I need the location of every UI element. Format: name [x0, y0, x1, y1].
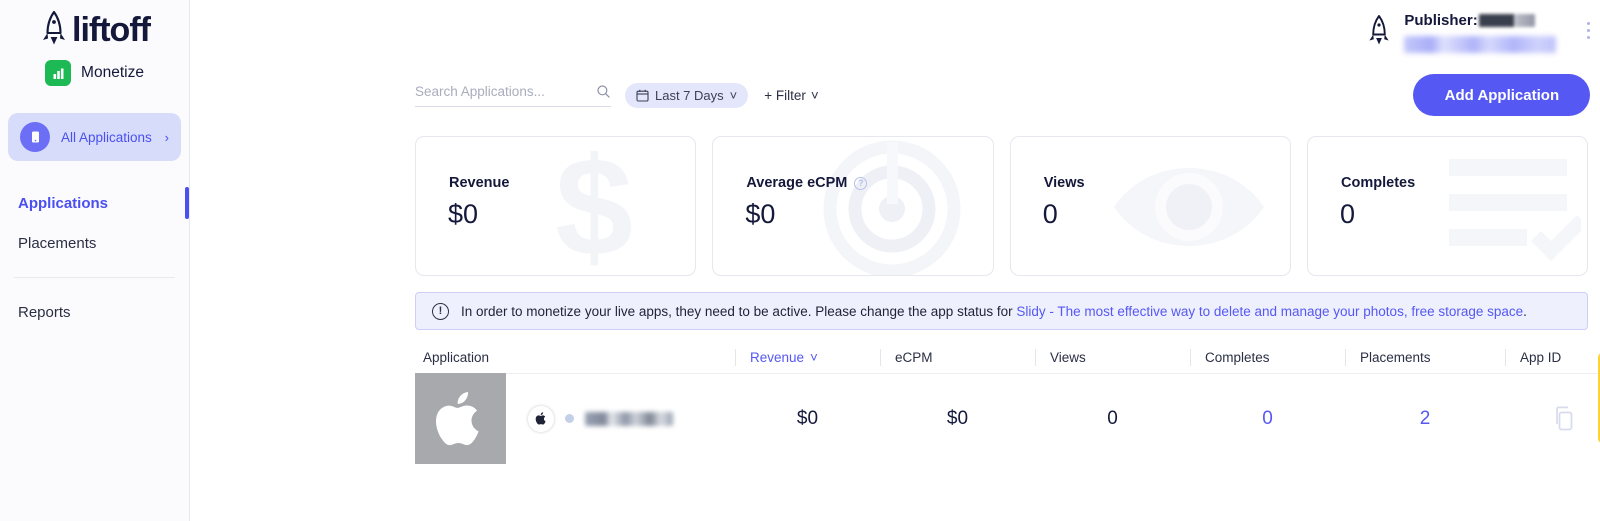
table-cell-views: 0: [1107, 407, 1118, 429]
bar-chart-icon: [45, 60, 72, 86]
banner-app-link[interactable]: Slidy - The most effective way to delete…: [1016, 303, 1524, 319]
date-range-picker[interactable]: Last 7 Days ˅: [625, 82, 749, 108]
copy-icon[interactable]: [1554, 406, 1576, 432]
stat-card-revenue-value: $0: [448, 199, 479, 229]
alert-circle-icon: !: [432, 302, 449, 320]
all-applications-label: All Applications: [61, 129, 152, 145]
sidebar-item-all-applications[interactable]: All Applications ›: [8, 113, 181, 161]
publisher-info[interactable]: Publisher:: [1366, 8, 1557, 53]
sidebar-divider: [14, 277, 175, 278]
publisher-label: Publisher:: [1404, 12, 1478, 29]
table-cell-placements[interactable]: 2: [1419, 407, 1431, 429]
column-header-ecpm[interactable]: eCPM: [880, 349, 1035, 366]
stat-card-views: Views 0: [1009, 136, 1292, 276]
date-range-label: Last 7 Days: [655, 87, 724, 103]
stat-card-revenue: Revenue $0 $: [415, 136, 697, 276]
active-indicator: [185, 187, 189, 219]
filter-label: + Filter: [764, 87, 806, 103]
chevron-down-icon: ˅: [729, 87, 738, 103]
table-cell-app-id: [1505, 406, 1600, 432]
svg-text:$: $: [555, 137, 633, 276]
chevron-right-icon: ›: [164, 129, 169, 145]
stat-cards: Revenue $0 $ Average eCPM ? $0: [190, 118, 1600, 276]
app-icon: [415, 373, 506, 464]
search-input[interactable]: [415, 83, 596, 99]
publisher-name-row: Publisher:: [1404, 12, 1556, 29]
applications-table: Application Revenue ˅ eCPM Views Complet…: [415, 342, 1600, 464]
status-dot-icon: [565, 414, 574, 423]
stat-card-title: Revenue: [449, 175, 509, 191]
sidebar-item-placements[interactable]: Placements: [0, 223, 189, 263]
column-header-application[interactable]: Application: [423, 350, 490, 365]
add-application-button[interactable]: Add Application: [1413, 74, 1591, 116]
checklist-watermark: [1449, 159, 1582, 261]
stat-card-title: Completes: [1341, 175, 1415, 191]
chevron-down-icon: ˅: [810, 87, 819, 103]
banner-text-after: .: [1523, 303, 1527, 319]
column-header-completes[interactable]: Completes: [1190, 349, 1345, 366]
stat-card-title: Average eCPM ?: [746, 175, 868, 191]
stat-card-completes-value: 0: [1340, 199, 1356, 229]
apple-logo-icon: [435, 391, 479, 445]
kebab-menu-icon[interactable]: [1587, 22, 1591, 40]
rocket-icon: [43, 10, 66, 45]
product-switcher[interactable]: Monetize: [0, 60, 189, 86]
sidebar-nav: Applications Placements Reports: [0, 183, 189, 332]
sidebar-item-applications-label: Applications: [18, 194, 109, 212]
stat-card-views-label: Views: [1043, 175, 1085, 191]
column-header-app-id[interactable]: App ID: [1505, 349, 1600, 366]
search-box[interactable]: [415, 83, 611, 107]
toolbar: Last 7 Days ˅ + Filter ˅ Add Application: [190, 72, 1600, 118]
eye-watermark: [1114, 168, 1265, 246]
calendar-icon: [636, 89, 649, 102]
stat-card-average-ecpm: Average eCPM ? $0: [712, 136, 994, 276]
status-banner: ! In order to monetize your live apps, t…: [415, 292, 1589, 330]
app-name-redacted: [585, 411, 673, 426]
help-icon[interactable]: ?: [854, 176, 868, 190]
apple-platform-icon: [528, 405, 554, 432]
table-cell-application: [415, 373, 735, 464]
chevron-down-icon: ˅: [810, 350, 818, 365]
stat-card-completes-label: Completes: [1341, 175, 1416, 191]
sidebar-item-applications[interactable]: Applications: [0, 183, 189, 223]
column-header-revenue-label: Revenue: [750, 350, 805, 365]
publisher-sub-redacted: [1404, 36, 1557, 53]
product-label: Monetize: [81, 64, 144, 81]
main-content: Publisher:: [190, 0, 1600, 521]
top-bar: Publisher:: [190, 0, 1600, 72]
stat-card-completes: Completes 0: [1307, 136, 1589, 276]
stat-card-title: Views: [1044, 175, 1085, 191]
mobile-phone-icon: [20, 122, 50, 152]
table-row[interactable]: $0 $0 0 0 2: [415, 373, 1600, 464]
stat-card-average-ecpm-label: Average eCPM: [746, 175, 848, 191]
sidebar: liftoff Monetize All Applications ›: [0, 0, 190, 521]
stat-card-average-ecpm-value: $0: [745, 199, 776, 229]
sidebar-item-reports[interactable]: Reports: [0, 292, 189, 332]
column-header-views[interactable]: Views: [1035, 349, 1190, 366]
column-header-placements[interactable]: Placements: [1345, 349, 1505, 366]
stat-card-revenue-label: Revenue: [449, 175, 510, 191]
target-watermark: [823, 140, 961, 275]
column-header-revenue[interactable]: Revenue ˅: [735, 349, 880, 366]
table-cell-ecpm: $0: [946, 407, 969, 429]
table-cell-revenue: $0: [796, 407, 819, 429]
app-meta: [506, 405, 673, 432]
banner-text: In order to monetize your live apps, the…: [461, 304, 1527, 319]
publisher-name-redacted: [1478, 14, 1535, 27]
filter-button[interactable]: + Filter ˅: [764, 88, 819, 103]
rocket-icon: [1369, 15, 1389, 45]
sidebar-item-placements-label: Placements: [18, 234, 97, 252]
search-icon[interactable]: [596, 84, 611, 99]
brand-name: liftoff: [72, 11, 151, 49]
banner-text-before: In order to monetize your live apps, the…: [461, 303, 1017, 319]
sidebar-item-reports-label: Reports: [18, 303, 71, 321]
table-cell-completes[interactable]: 0: [1262, 407, 1273, 429]
table-header-row: Application Revenue ˅ eCPM Views Complet…: [415, 342, 1600, 373]
stat-card-views-value: 0: [1042, 199, 1058, 229]
feedback-tab[interactable]: Feedback: [1598, 352, 1600, 444]
dollar-sign-watermark: $: [555, 137, 633, 276]
brand-logo[interactable]: liftoff: [0, 0, 189, 52]
